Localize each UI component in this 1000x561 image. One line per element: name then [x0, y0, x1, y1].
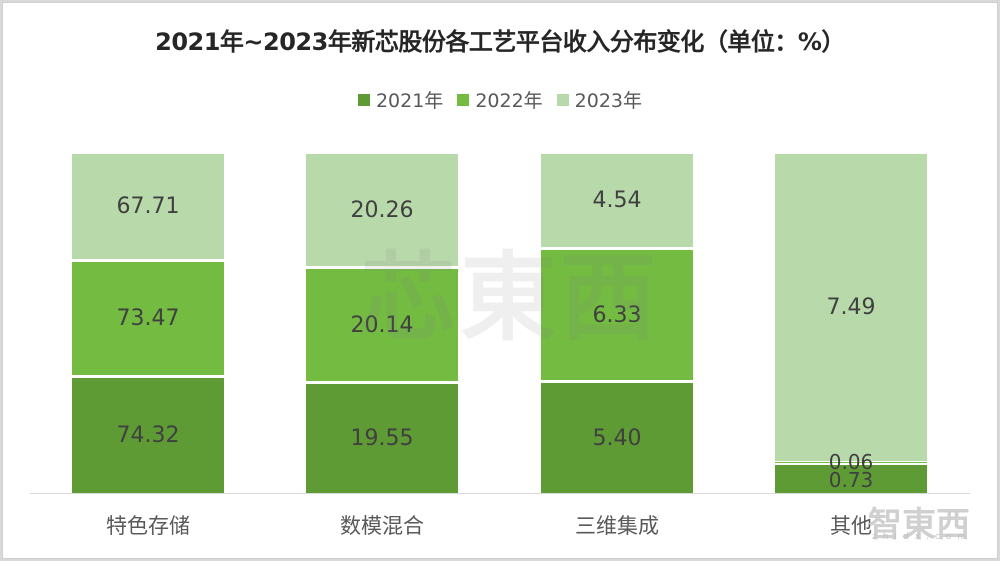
chart-title: 2021年~2023年新芯股份各工艺平台收入分布变化（单位：%） [155, 28, 845, 56]
legend-swatch-icon [357, 93, 370, 106]
legend-item-2023: 2023年 [556, 86, 643, 113]
data-label: 5.40 [592, 425, 642, 451]
data-label: 20.26 [350, 197, 414, 223]
bar-segment-2023: 67.71 [72, 154, 224, 259]
bar-segment-2023: 7.49 [775, 154, 927, 461]
data-label: 74.32 [116, 423, 180, 448]
bar-segment-2021 [775, 465, 927, 493]
legend-item-2022: 2022年 [457, 86, 543, 113]
data-label-2021: 0.73 [828, 468, 874, 492]
legend-item-2021: 2021年 [357, 86, 444, 113]
data-label: 19.55 [350, 426, 414, 451]
x-axis-label: 其他 [830, 514, 872, 538]
legend-swatch-icon [556, 93, 569, 106]
data-label: 6.33 [592, 302, 642, 328]
data-label: 20.14 [350, 312, 414, 338]
bar-segment-2021: 5.40 [541, 383, 693, 493]
bar-segment-2021: 74.32 [72, 378, 224, 493]
x-axis-label: 特色存储 [106, 514, 190, 538]
bar-segment-2023: 4.54 [541, 154, 693, 247]
legend: 2021年 2022年 2023年 [0, 86, 1000, 113]
data-label-2022: 0.06 [828, 450, 874, 474]
bar-segment-2022: 73.47 [72, 262, 224, 375]
bar-segment-2021: 19.55 [306, 384, 458, 493]
legend-swatch-icon [457, 93, 470, 106]
bar-segment-2023: 20.26 [306, 154, 458, 266]
bar-segment-2022: 6.33 [541, 250, 693, 380]
data-label: 73.47 [116, 306, 180, 331]
x-axis-label: 三维集成 [575, 514, 659, 538]
legend-label: 2021年 [375, 90, 444, 112]
bar-segment-2022 [775, 462, 927, 463]
x-axis-label: 数模混合 [340, 514, 424, 538]
x-axis-line [30, 493, 970, 494]
legend-label: 2023年 [574, 90, 643, 112]
data-label: 67.71 [116, 194, 180, 219]
data-label: 4.54 [592, 188, 642, 213]
data-label: 7.49 [826, 295, 876, 320]
legend-label: 2022年 [475, 90, 543, 112]
bar-segment-2022: 20.14 [306, 269, 458, 381]
